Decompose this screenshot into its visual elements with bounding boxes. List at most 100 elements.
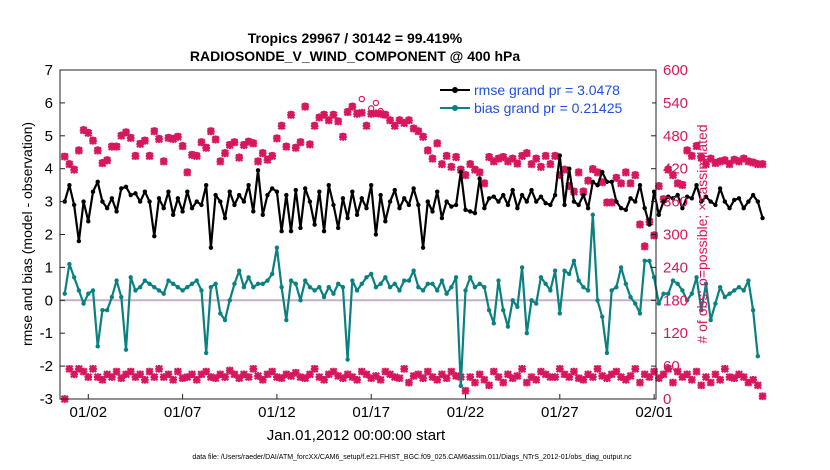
obs-low-marker: [503, 370, 512, 379]
rmse-point: [166, 189, 171, 194]
left-tick-label: 6: [45, 95, 53, 112]
rmse-point: [359, 196, 364, 201]
obs-assimilated-marker: [442, 152, 451, 161]
rmse-point: [302, 186, 308, 191]
obs-low-marker: [758, 392, 767, 401]
obs-low-marker: [485, 381, 494, 390]
obs-possible-marker: [292, 143, 299, 150]
obs-low-marker: [254, 371, 263, 380]
bias-point: [486, 307, 492, 313]
bias-point: [137, 284, 143, 290]
obs-possible-marker: [141, 136, 149, 143]
obs-possible-marker: [636, 220, 644, 227]
rmse-point: [444, 199, 449, 204]
bias-point: [378, 281, 383, 287]
x-tick-label: 01/17: [352, 404, 390, 421]
bias-point: [651, 275, 657, 280]
obs-low-marker: [117, 374, 126, 383]
bias-point: [472, 284, 478, 290]
obs-low-marker: [470, 378, 479, 387]
obs-low-marker: [560, 370, 569, 379]
obs-low-marker: [753, 381, 762, 390]
bias-point: [203, 350, 209, 356]
obs-assimilated-marker: [579, 187, 588, 196]
rmse-point: [439, 215, 445, 221]
obs-assimilated-marker: [673, 179, 682, 188]
bias-point: [293, 281, 298, 287]
obs-low-marker: [122, 370, 130, 379]
obs-assimilated-marker: [735, 157, 743, 166]
rmse-point: [496, 199, 501, 204]
left-tick-label: 3: [45, 194, 53, 211]
obs-possible-marker: [443, 151, 450, 159]
bias-point: [104, 307, 110, 313]
obs-low-marker: [74, 364, 83, 373]
bias-point: [647, 258, 652, 264]
rmse-point: [581, 192, 586, 198]
obs-low-marker: [584, 370, 593, 379]
rmse-point: [637, 182, 643, 188]
obs-low-marker: [381, 367, 390, 376]
obs-assimilated-marker: [536, 163, 545, 172]
bias-point: [133, 288, 138, 293]
obs-low-marker: [65, 364, 74, 373]
bias-point: [156, 288, 162, 293]
obs-assimilated-marker: [716, 157, 725, 166]
obs-possible-marker: [740, 154, 747, 161]
bias-point: [279, 284, 284, 290]
bias-point: [307, 284, 313, 290]
obs-possible-marker: [127, 133, 134, 141]
obs-low-marker: [428, 373, 437, 382]
x-tick-label: 01/27: [541, 404, 579, 421]
obs-low-marker: [70, 370, 79, 379]
rmse-point: [119, 186, 124, 191]
bias-point: [453, 275, 459, 280]
bias-point: [614, 284, 619, 290]
rmse-point: [340, 196, 346, 201]
obs-low-marker: [221, 373, 230, 382]
bias-point: [420, 288, 426, 293]
obs-assimilated-marker: [470, 165, 479, 174]
rmse-point: [458, 169, 463, 175]
rmse-point: [703, 194, 709, 199]
rmse-point: [595, 182, 600, 188]
obs-low-marker: [579, 375, 588, 384]
rmse-point: [420, 245, 426, 250]
right-tick-label: 360: [663, 194, 688, 211]
obs-possible-marker: [268, 151, 276, 159]
bias-point: [444, 291, 449, 296]
obs-assimilated-marker: [150, 127, 159, 136]
rmse-point: [590, 179, 596, 185]
bias-point: [604, 350, 610, 356]
obs-possible-marker: [207, 127, 215, 134]
obs-assimilated-marker: [650, 231, 659, 240]
obs-possible-marker: [184, 168, 191, 175]
obs-low-marker: [499, 378, 508, 387]
rmse-point: [378, 192, 383, 198]
obs-assimilated-marker: [640, 242, 649, 251]
obs-possible-marker: [353, 109, 361, 116]
obs-possible-marker: [311, 121, 318, 129]
obs-assimilated-marker: [706, 154, 715, 163]
rmse-point: [208, 245, 214, 250]
rmse-point: [128, 192, 133, 198]
rmse-point: [189, 205, 195, 211]
bias-point: [684, 298, 690, 303]
obs-possible-marker: [476, 168, 483, 175]
bias-point: [750, 307, 756, 313]
rmse-point: [562, 202, 567, 208]
obs-low-marker: [423, 367, 432, 376]
bias-point: [736, 284, 742, 290]
obs-low-marker: [136, 370, 145, 379]
bias-point: [321, 294, 327, 300]
obs-low-marker: [192, 375, 201, 384]
obs-possible-marker: [683, 146, 691, 153]
obs-low-marker: [159, 373, 168, 382]
obs-low-marker: [645, 373, 654, 382]
left-tick-label: -3: [40, 391, 53, 408]
rmse-point: [505, 202, 511, 208]
obs-possible-marker: [509, 154, 516, 161]
obs-assimilated-marker: [107, 142, 116, 151]
obs-assimilated-marker: [277, 121, 286, 130]
bias-point: [67, 261, 72, 267]
